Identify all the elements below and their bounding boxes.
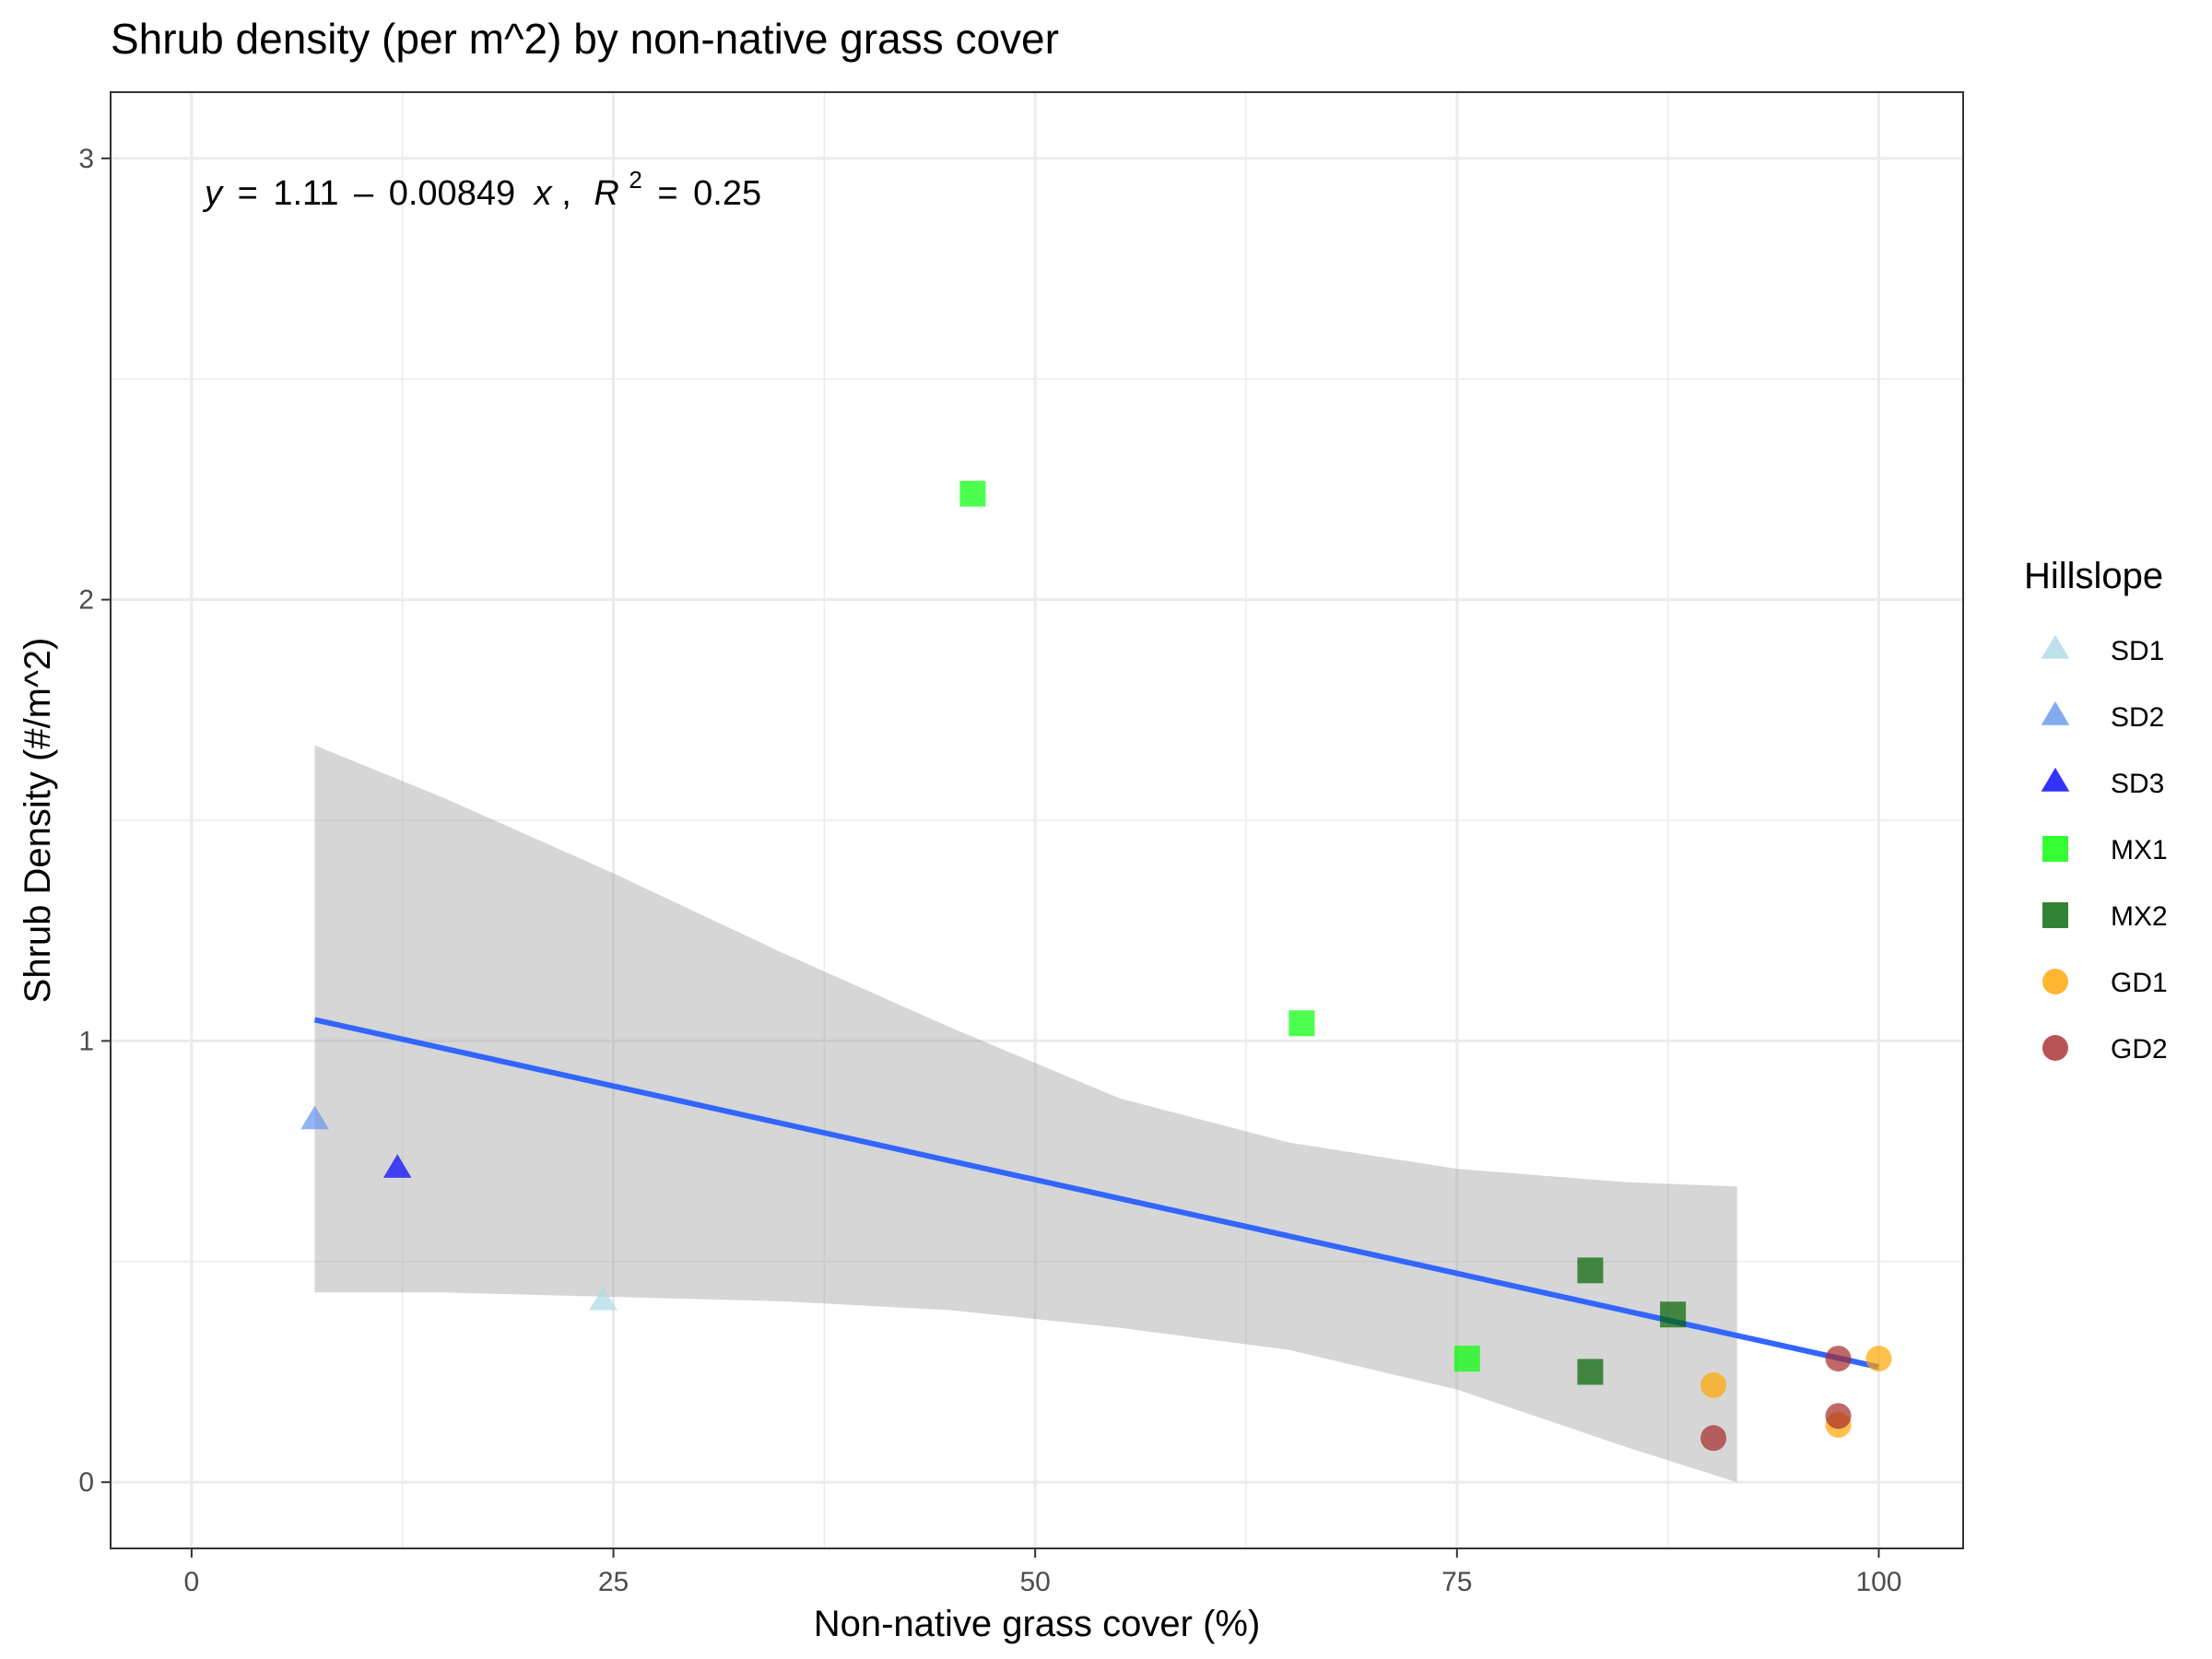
legend: Hillslope SD1 SD2 SD3 MX1 MX2 GD1 GD2 (2024, 556, 2168, 1065)
legend-items: SD1 SD2 SD3 MX1 MX2 GD1 GD2 (2041, 634, 2168, 1065)
point-sd2 (300, 1105, 329, 1130)
point-sd1 (589, 1286, 618, 1311)
legend-key-sd1 (2041, 634, 2070, 659)
legend-key-mx1 (2042, 836, 2068, 862)
x-tick-label: 0 (184, 1567, 200, 1597)
point-mx2 (1577, 1257, 1604, 1284)
point-gd2 (1825, 1346, 1852, 1372)
x-tick-label: 50 (1019, 1567, 1050, 1597)
eq-y-var: y (202, 174, 224, 213)
legend-label-mx1: MX1 (2111, 835, 2168, 865)
legend-key-sd2 (2041, 700, 2070, 725)
eq-intercept: 1.11 (273, 174, 338, 213)
legend-label-sd3: SD3 (2111, 769, 2164, 799)
eq-equals-1: = (238, 174, 258, 213)
legend-label-gd1: GD1 (2111, 968, 2168, 998)
y-tick-label: 0 (78, 1467, 94, 1498)
point-mx2 (1577, 1359, 1604, 1385)
point-gd1 (1700, 1371, 1727, 1398)
eq-r2-value: 0.25 (693, 174, 761, 213)
confidence-band (314, 745, 1737, 1483)
y-tick-label: 2 (78, 585, 94, 616)
point-mx1 (1288, 1010, 1315, 1037)
x-axis-title: Non-native grass cover (%) (814, 1604, 1261, 1644)
y-tick-label: 3 (78, 144, 94, 174)
legend-key-gd2 (2042, 1035, 2068, 1061)
eq-comma: , (561, 174, 571, 213)
fit-layer (313, 1017, 1880, 1371)
eq-r-sup: 2 (629, 166, 641, 194)
x-tick-label: 100 (1855, 1567, 1901, 1597)
point-gd2 (1825, 1403, 1852, 1430)
plot-border (110, 91, 1964, 1549)
grid-major (111, 92, 1963, 1548)
ci-layer (314, 745, 1737, 1483)
legend-key-mx2 (2042, 902, 2068, 928)
x-tick-label: 75 (1441, 1567, 1472, 1597)
regression-equation: y = 1.11 – 0.00849 x , R 2 = 0.25 (202, 158, 761, 213)
legend-label-sd1: SD1 (2111, 636, 2164, 666)
legend-label-gd2: GD2 (2111, 1034, 2168, 1065)
eq-x-var: x (533, 174, 554, 213)
legend-title: Hillslope (2024, 556, 2163, 596)
point-mx1 (1453, 1346, 1480, 1372)
y-axis-title: Shrub Density (#/m^2) (18, 638, 58, 1004)
chart-title: Shrub density (per m^2) by non-native gr… (111, 15, 1059, 63)
legend-key-gd1 (2042, 969, 2068, 994)
point-gd1 (1865, 1346, 1892, 1372)
x-axis: 0 25 50 75 100 (184, 1548, 1902, 1597)
y-tick-label: 1 (78, 1026, 94, 1056)
grid-minor (111, 92, 1963, 1548)
legend-label-sd2: SD2 (2111, 702, 2164, 733)
eq-r-var: R (594, 174, 618, 213)
legend-label-mx2: MX2 (2111, 901, 2168, 932)
eq-minus: – (354, 174, 374, 213)
x-tick-label: 25 (598, 1567, 629, 1597)
legend-key-sd3 (2041, 767, 2070, 792)
points-layer (300, 480, 1892, 1452)
regression-line (313, 1017, 1880, 1371)
point-gd2 (1700, 1425, 1727, 1452)
point-sd3 (382, 1154, 412, 1178)
eq-equals-2: = (657, 174, 677, 213)
y-axis: 0 1 2 3 (78, 144, 111, 1498)
point-mx1 (959, 480, 986, 507)
eq-slope: 0.00849 (389, 174, 515, 213)
point-mx2 (1660, 1301, 1687, 1328)
